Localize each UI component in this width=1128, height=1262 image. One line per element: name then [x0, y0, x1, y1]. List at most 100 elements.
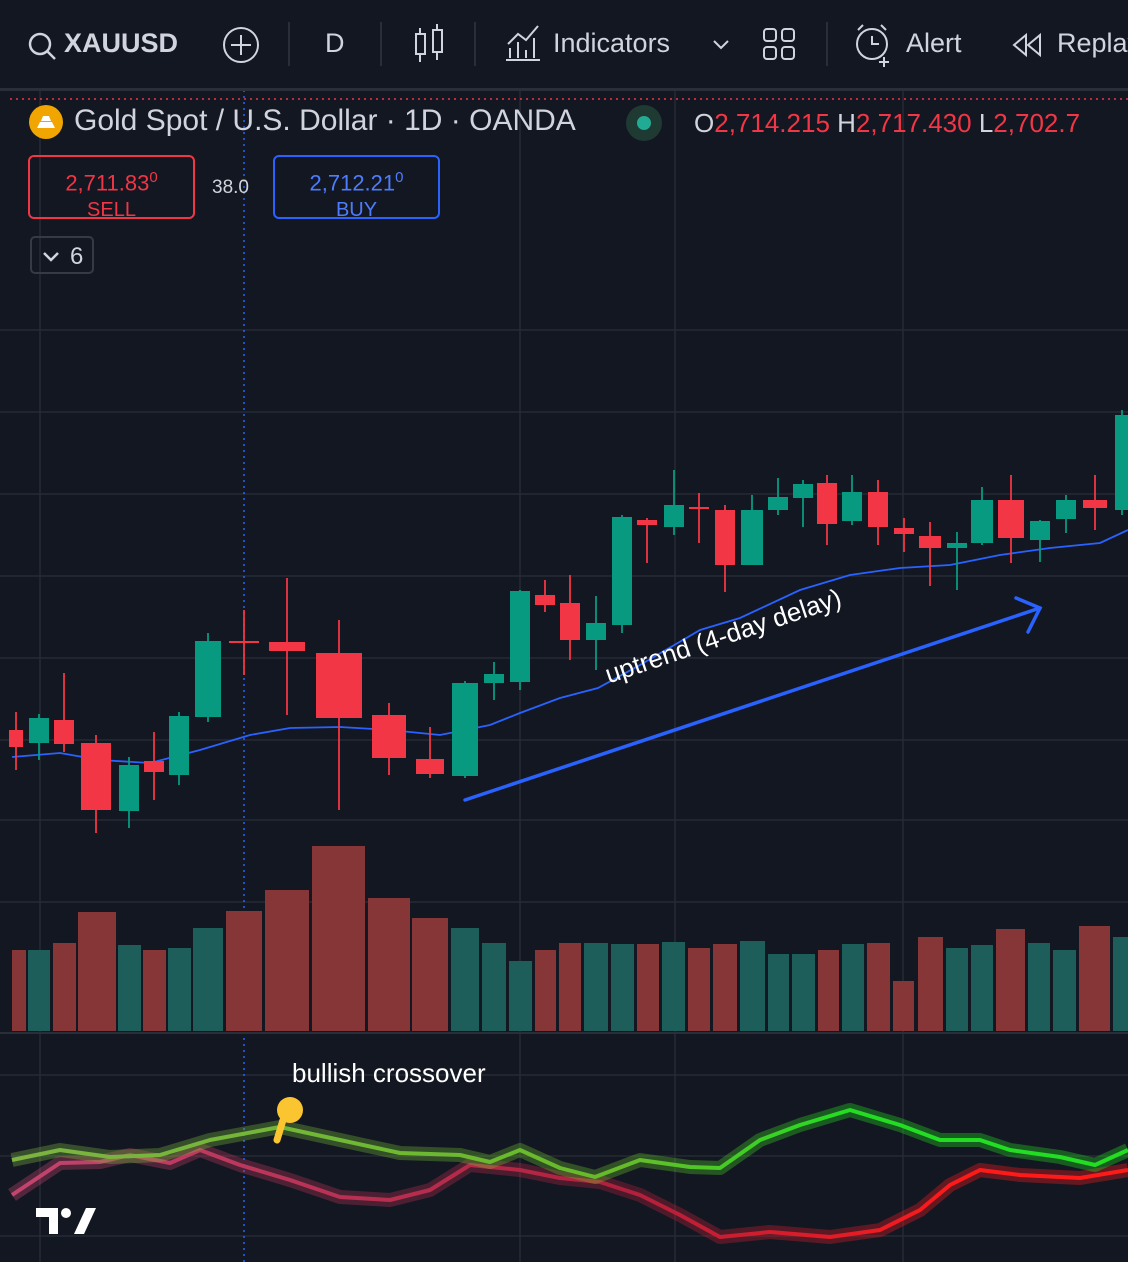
candle-body: [842, 492, 862, 521]
candle-body: [560, 603, 580, 640]
candle-body: [612, 517, 632, 625]
volume-bar: [265, 890, 309, 1031]
separator: [474, 22, 476, 66]
candle-body: [510, 591, 530, 682]
pointer-emoji: [273, 1097, 303, 1144]
volume-bar: [412, 918, 448, 1031]
market-status: [626, 105, 662, 141]
candle-body: [119, 765, 139, 811]
candle-body: [54, 720, 74, 744]
volume-bar: [768, 954, 789, 1031]
candle-body: [372, 715, 406, 758]
volume-bar: [226, 911, 262, 1031]
volume-bar: [740, 941, 765, 1031]
volume-bar: [312, 846, 365, 1031]
candle-body: [971, 500, 993, 543]
replay-button[interactable]: Replay: [1057, 28, 1128, 58]
volume-bar: [1053, 950, 1076, 1031]
candle-body: [484, 674, 504, 683]
buy-label: BUY: [335, 199, 378, 222]
volume-bar: [842, 944, 864, 1031]
indicators-count: 6: [70, 243, 84, 270]
candle-body: [9, 730, 23, 747]
candle-body: [535, 595, 555, 605]
candle-body: [169, 716, 189, 775]
volume-bar: [713, 944, 737, 1031]
volume-bar: [12, 950, 26, 1031]
volume-bar: [451, 928, 479, 1031]
candle-body: [586, 623, 606, 640]
candle-body: [1115, 415, 1128, 510]
crossover-label: bullish crossover: [292, 1058, 486, 1088]
candle-body: [1056, 500, 1076, 519]
high-value: 2,717.430: [855, 108, 972, 138]
candle-body: [1083, 500, 1107, 508]
indicators-button[interactable]: Indicators: [553, 28, 671, 58]
volume-bar: [193, 928, 223, 1031]
volume-bar: [637, 944, 659, 1031]
candle-body: [768, 497, 788, 510]
candle-body: [664, 505, 684, 527]
oscillator-line-glow: [10, 1103, 1128, 1184]
moving-average: [11, 529, 1128, 764]
volume-bar: [368, 898, 410, 1031]
sell-price: 2,711.83: [65, 170, 150, 196]
volume-bar: [584, 943, 608, 1031]
chevron: [43, 252, 59, 262]
candle-body: [689, 507, 709, 509]
candle-body: [229, 641, 259, 643]
volume-bar: [559, 943, 581, 1031]
toolbar: XAUUSD D Indicators Alert Replay: [0, 0, 1128, 91]
low-value: 2,702.7: [993, 108, 1081, 138]
tradingview-logo: [36, 1208, 96, 1234]
open-label: O: [694, 108, 715, 138]
buy-price-sup: 0: [395, 169, 404, 186]
indicators-toggle[interactable]: 6: [30, 236, 94, 274]
volume-bar: [818, 950, 839, 1031]
volume-bar: [78, 912, 116, 1031]
volume-bar: [482, 943, 506, 1031]
volume-bar: [688, 948, 710, 1031]
candle-body: [29, 718, 49, 743]
signal-line: [10, 1148, 1128, 1239]
uptrend-arrow: [463, 596, 1043, 802]
candles: [9, 410, 1128, 833]
volume-bar: [996, 929, 1025, 1031]
buy-button[interactable]: 2,712.210 BUY: [273, 155, 440, 222]
volume-bar: [168, 948, 191, 1031]
gold-icon: [29, 105, 63, 139]
sell-price-sup: 0: [149, 169, 158, 186]
spread: 38.0: [212, 177, 249, 198]
sell-label: SELL: [87, 199, 136, 222]
volume-bar: [28, 950, 50, 1031]
low-label: L: [978, 108, 994, 138]
candle-body: [947, 543, 967, 548]
candle-body: [919, 536, 941, 548]
candle-body: [144, 761, 164, 772]
candle-body: [817, 483, 837, 524]
toolbar-icons: [28, 24, 1041, 67]
sell-button[interactable]: 2,711.830 SELL: [28, 155, 195, 222]
candle-body: [868, 492, 888, 527]
candle-body: [998, 500, 1024, 538]
symbol[interactable]: XAUUSD: [64, 28, 179, 58]
volume-bar: [662, 942, 685, 1031]
separator: [380, 22, 382, 66]
ohlc: O2,714.215 H2,717.430 L2,702.7: [694, 108, 1080, 139]
volume-bar: [946, 948, 968, 1031]
candle-body: [637, 520, 657, 525]
volume-bar: [611, 944, 634, 1031]
interval[interactable]: D: [325, 28, 345, 58]
candle-body: [741, 510, 763, 565]
volume-bar: [867, 943, 890, 1031]
open-value: 2,714.215: [714, 108, 830, 138]
candle-body: [269, 642, 305, 651]
volume-bars: [12, 846, 1128, 1031]
candle-body: [715, 510, 735, 565]
alert-button[interactable]: Alert: [906, 28, 962, 58]
volume-bar: [143, 950, 166, 1031]
high-label: H: [837, 108, 856, 138]
oscillator-line: [11, 1108, 1128, 1179]
volume-bar: [792, 954, 815, 1031]
